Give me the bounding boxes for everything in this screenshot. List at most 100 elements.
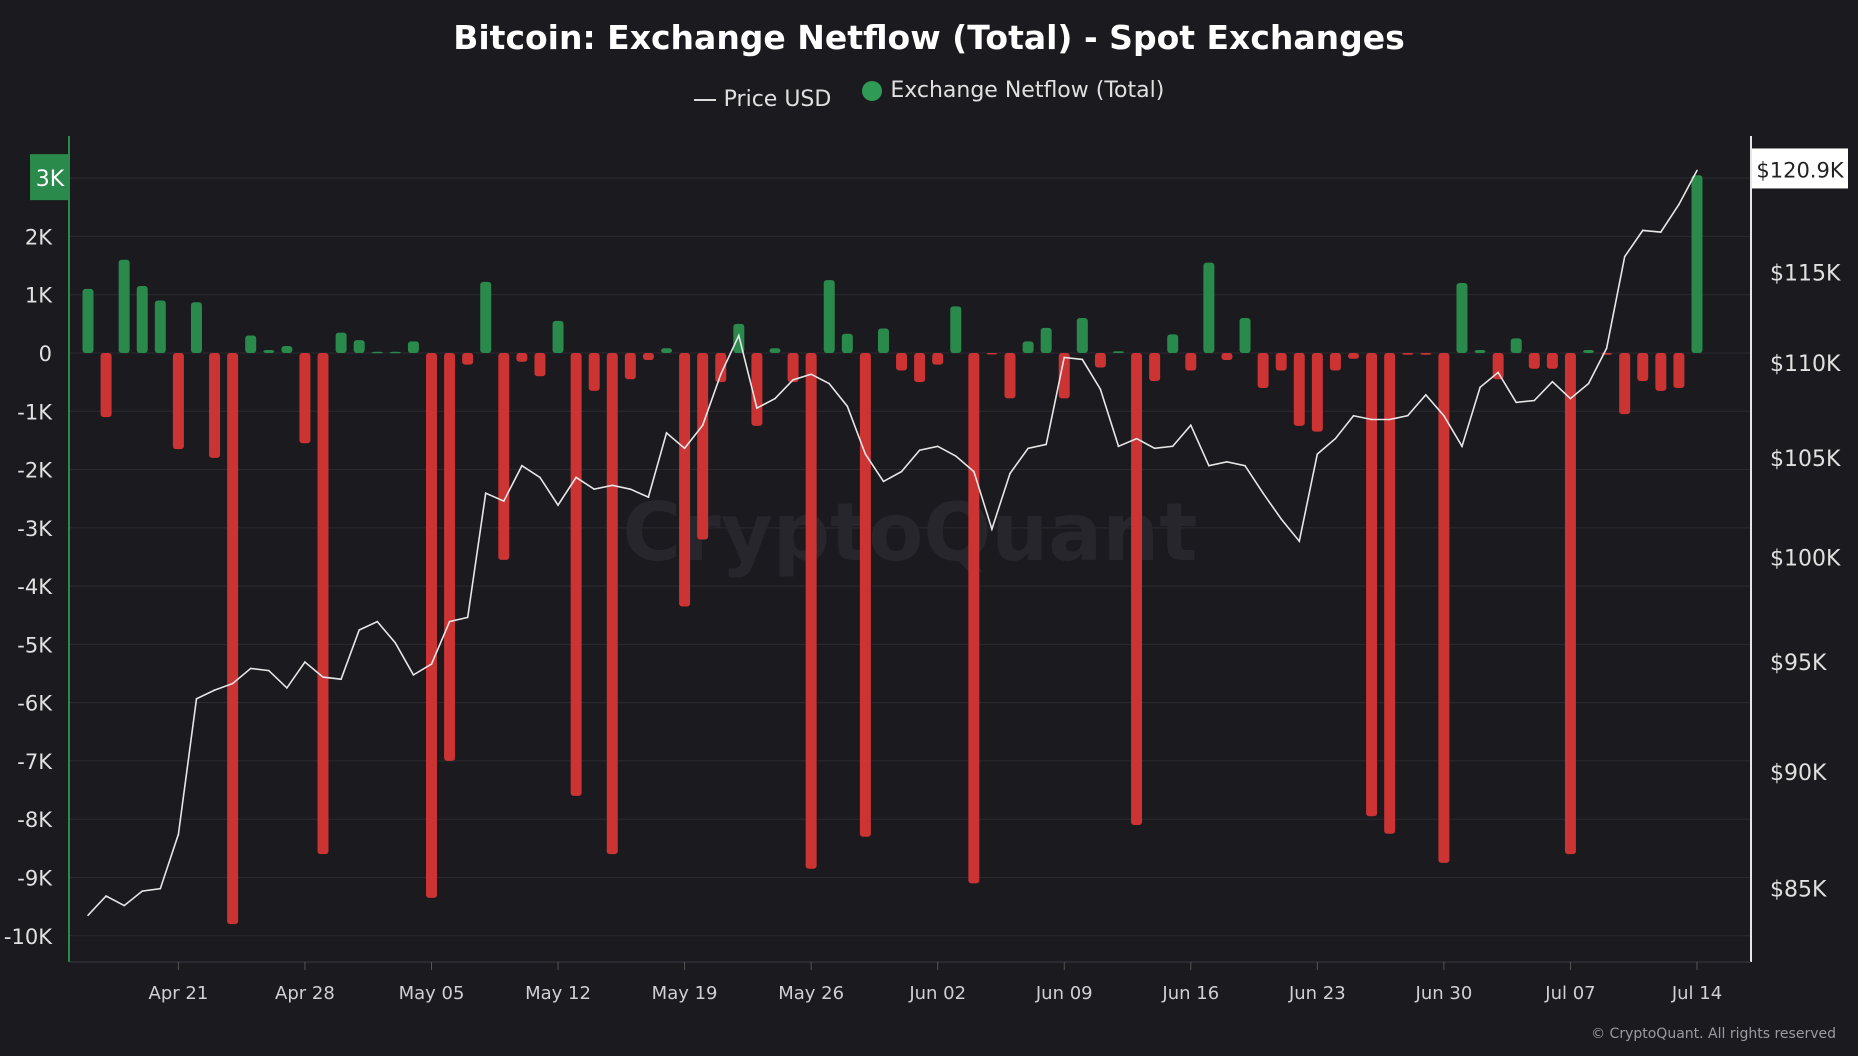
price-point [1388, 418, 1391, 421]
price-point [322, 676, 324, 678]
price-point [1316, 453, 1319, 455]
netflow-bar-outflow: Jun 01: -0.5K [914, 352, 926, 383]
price-point [376, 620, 379, 623]
netflow-bar-outflow: May 06: -7K [444, 352, 456, 761]
netflow-bar-outflow: Jun 23: -1.35K [1311, 352, 1323, 432]
price-point [1605, 347, 1608, 350]
netflow-bar-outflow: Jun 06: -0.78K [1004, 352, 1016, 399]
netflow-bar-inflow: Apr 22: 0.87K [190, 302, 202, 353]
netflow-bar-outflow: Jun 24: -0.3K [1329, 352, 1341, 371]
price-point [1443, 414, 1445, 417]
netflow-bar-outflow: Jun 13: -8.1K [1131, 352, 1143, 826]
x-tick-label: Jun 09 [1035, 983, 1093, 1004]
netflow-bar-outflow: Jul 10: -1.05K [1619, 352, 1631, 415]
netflow-bar-outflow: Jul 07: -8.6K [1564, 352, 1576, 855]
price-point [1497, 371, 1499, 374]
price-point [484, 492, 487, 494]
y-left-tick-label: -5K [17, 633, 53, 657]
y-left-tick-label: -7K [17, 750, 53, 774]
price-point [340, 678, 342, 681]
price-point [1479, 386, 1481, 389]
y-left-tick-label: 2K [25, 225, 53, 249]
netflow-bar-inflow: Apr 20: 0.9K [154, 300, 166, 353]
netflow-bar-outflow: May 17: -0.12K [642, 352, 654, 360]
netflow-bar-outflow: Jun 16: -0.3K [1185, 352, 1197, 371]
x-tick-label: May 12 [525, 983, 591, 1004]
netflow-bar-outflow: Jun 04: -9.1K [968, 352, 980, 884]
legend-label-netflow: Exchange Netflow (Total) [890, 78, 1165, 103]
price-point [1298, 540, 1301, 542]
netflow-bar-inflow: Apr 27: 0.12K [281, 345, 293, 353]
x-tick-label: May 26 [778, 983, 844, 1004]
price-point [991, 528, 993, 530]
netflow-bar-inflow: Apr 30: 0.35K [335, 332, 347, 353]
netflow-bar-outflow: May 09: -3.55K [498, 352, 510, 560]
netflow-bar-outflow: Apr 23: -1.8K [209, 352, 221, 458]
price-point [267, 669, 270, 672]
netflow-bar-outflow: Jun 30: -8.75K [1438, 352, 1450, 863]
netflow-bar-outflow: May 29: -8.3K [859, 352, 871, 837]
netflow-bar-outflow: Jul 13: -0.6K [1673, 352, 1685, 388]
price-point [1244, 464, 1246, 467]
netflow-bar-inflow: Jul 08: 0.05K [1583, 350, 1595, 353]
legend-item-netflow[interactable]: Exchange Netflow (Total) [862, 78, 1164, 103]
netflow-bar-outflow: Jun 28: -0.03K [1402, 352, 1414, 355]
netflow-bar-outflow: Jun 29: -0.03K [1420, 352, 1432, 355]
price-point [1352, 414, 1355, 417]
price-point [1063, 356, 1066, 359]
price-point [1569, 397, 1572, 400]
y-right-tick-label: $85K [1770, 878, 1827, 903]
netflow-bar-outflow: Jul 06: -0.27K [1546, 352, 1558, 369]
price-point [304, 661, 306, 663]
netflow-bar-outflow: Jun 14: -0.48K [1149, 352, 1161, 381]
price-point [1533, 399, 1536, 402]
x-tick-label: Jun 23 [1288, 983, 1346, 1004]
price-point [1515, 401, 1518, 404]
price-point [1551, 380, 1554, 383]
price-point [1587, 382, 1590, 385]
price-point [141, 890, 144, 892]
netflow-bar-outflow: Jun 20: -0.6K [1257, 352, 1269, 388]
netflow-bar-outflow: May 16: -0.45K [624, 352, 636, 380]
price-point [810, 373, 812, 376]
netflow-bar-inflow: May 02: 0.02K [371, 351, 383, 354]
price-point [738, 334, 740, 337]
x-tick-label: Apr 28 [275, 983, 335, 1004]
netflow-bar-inflow: May 27: 1.25K [823, 280, 835, 353]
netflow-bar-outflow: May 10: -0.15K [516, 352, 528, 362]
price-point [123, 904, 125, 907]
price-point [828, 382, 831, 385]
y-left-tick-label: -3K [17, 517, 53, 541]
price-point [774, 397, 776, 400]
netflow-bar-inflow: Apr 26: 0.05K [263, 350, 275, 353]
netflow-bar-inflow: Jul 02: 0.05K [1474, 350, 1486, 353]
price-point [1696, 169, 1698, 172]
price-point [629, 488, 632, 491]
current-price-label: $120.9K [1756, 158, 1844, 182]
price-point [1678, 203, 1680, 206]
price-point [1226, 461, 1228, 463]
netflow-bar-inflow: Jun 17: 1.55K [1203, 262, 1215, 353]
netflow-bar-inflow: Jul 01: 1.2K [1456, 283, 1468, 353]
legend: Price USD Exchange Netflow (Total) [0, 78, 1858, 112]
price-point [1623, 255, 1626, 258]
price-point [1153, 447, 1156, 450]
price-point [846, 405, 849, 407]
price-point [231, 682, 234, 685]
price-point [1045, 443, 1047, 446]
price-point [1009, 472, 1011, 475]
price-point [539, 476, 541, 479]
price-point [1461, 445, 1463, 448]
y-right-tick-label: $90K [1770, 761, 1827, 786]
price-point [575, 476, 577, 479]
price-point [647, 496, 650, 498]
netflow-bar-inflow: May 24: 0.08K [769, 348, 781, 353]
legend-item-price[interactable]: Price USD [693, 87, 831, 112]
netflow-bar-inflow: May 01: 0.22K [353, 340, 365, 353]
netflow-bar-inflow: Jun 19: 0.6K [1239, 318, 1251, 353]
price-point [1027, 447, 1029, 450]
netflow-bar-outflow: Jul 05: -0.27K [1528, 352, 1540, 369]
price-point [864, 453, 867, 455]
netflow-bar-inflow: Apr 19: 1.15K [136, 285, 148, 353]
netflow-bar-outflow: May 11: -0.4K [534, 352, 546, 377]
